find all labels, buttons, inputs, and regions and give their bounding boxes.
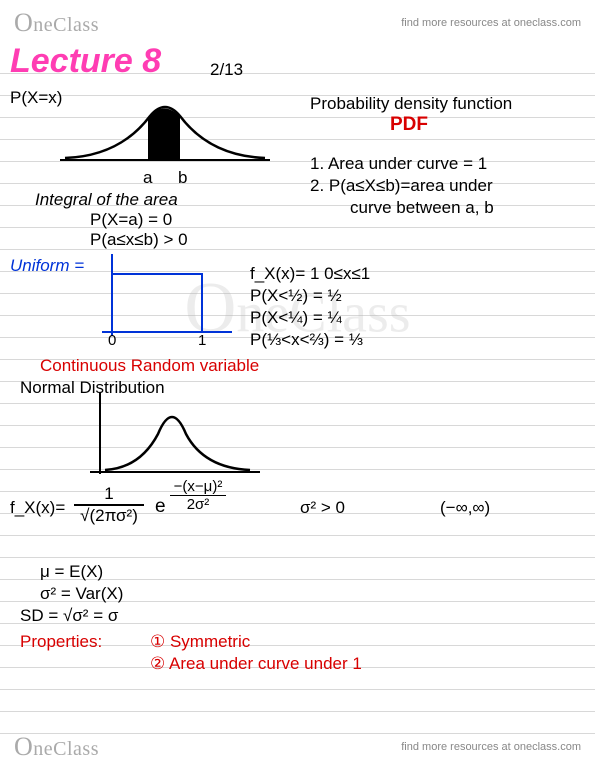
brand-rest: neClass [33,14,99,36]
property-2: ② Area under curve under 1 [150,654,362,674]
lecture-title: Lecture 8 [10,42,161,81]
property-1: ① Symmetric [150,632,250,652]
normal-plot [90,392,260,482]
notes-content: Lecture 8 2/13 P(X=x) a b Probability de… [10,42,585,744]
brand-bottom: OneClass [14,732,99,762]
uniform-eq1: f_X(x)= 1 0≤x≤1 [250,264,370,284]
fx-frac1-bot: √(2πσ²) [74,506,144,526]
sd-equation: SD = √σ² = σ [20,606,118,626]
bell-curve-1 [60,92,270,174]
pxx-notation: P(X=x) [10,88,62,108]
uniform-axis-0: 0 [108,332,116,349]
fx-exp-top: −(x−μ)² [170,478,226,495]
bell1-label-a: a [143,168,152,188]
page-footer: OneClass find more resources at oneclass… [0,724,595,770]
footer-link[interactable]: find more resources at oneclass.com [401,741,581,753]
bell1-label-b: b [178,168,187,188]
uniform-eq4: P(⅓<x<⅔) = ⅓ [250,330,363,350]
sigma-sq-cond: σ² > 0 [300,498,345,518]
pdf-heading: Probability density function [310,94,512,114]
brand-top: OneClass [14,8,99,38]
uniform-plot [102,254,232,344]
uniform-eq2: P(X<½) = ½ [250,286,342,306]
domain-range: (−∞,∞) [440,498,490,518]
fx-fraction1: 1 √(2πσ²) [74,484,144,526]
rule-1: 1. Area under curve = 1 [310,154,487,174]
crv-heading: Continuous Random variable [40,356,259,376]
fx-e: e [155,496,166,518]
pdf-abbr: PDF [390,114,428,136]
pxa-eq: P(X=a) = 0 [90,210,172,230]
lecture-date: 2/13 [210,60,243,80]
fx-exponent: −(x−μ)² 2σ² [170,478,226,513]
fx-label: f_X(x)= [10,498,65,518]
uniform-axis-1: 1 [198,332,206,349]
integral-text: Integral of the area [35,190,178,210]
properties-label: Properties: [20,632,102,652]
uniform-eq3: P(X<¼) = ¼ [250,308,342,328]
fx-frac1-top: 1 [74,484,144,504]
page-header: OneClass find more resources at oneclass… [0,0,595,46]
fx-exp-bot: 2σ² [170,496,226,513]
mu-equation: μ = E(X) [40,562,103,582]
rule-2b: curve between a, b [350,198,494,218]
brand-o: O [14,8,33,37]
rule-2: 2. P(a≤X≤b)=area under [310,176,493,196]
var-equation: σ² = Var(X) [40,584,123,604]
header-link[interactable]: find more resources at oneclass.com [401,17,581,29]
uniform-label: Uniform = [10,256,84,276]
paxb-eq: P(a≤x≤b) > 0 [90,230,188,250]
